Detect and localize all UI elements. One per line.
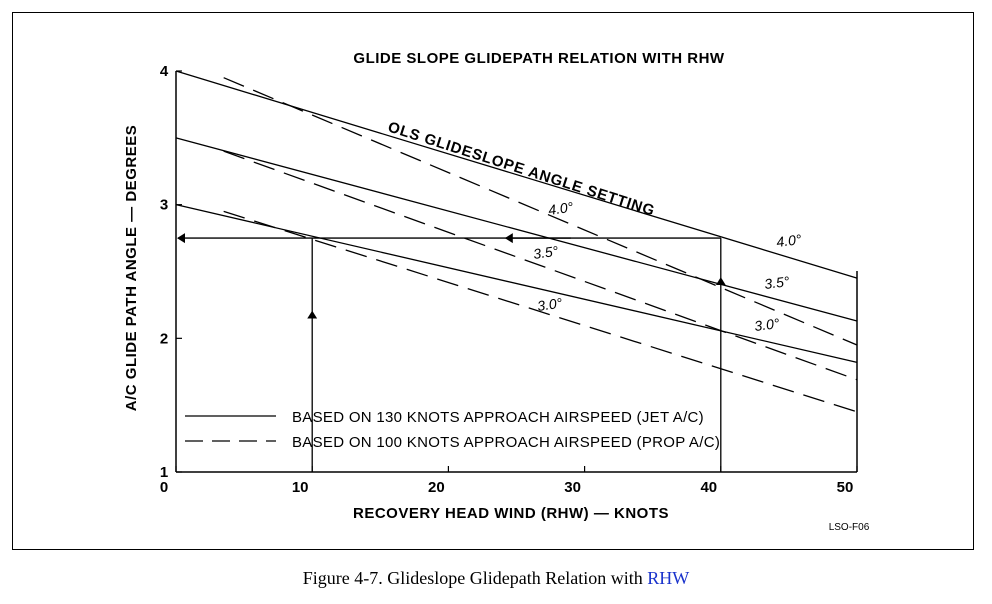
- axes: 0 10 20 30 40 50 1 2 3 4: [160, 63, 858, 496]
- series-line-solid-1: [175, 137, 858, 322]
- jet-series-label: 3.0°: [753, 315, 780, 334]
- y-tick-label: 2: [160, 330, 168, 347]
- series-line-solid-2: [175, 204, 858, 364]
- chart-title: GLIDE SLOPE GLIDEPATH RELATION WITH RHW: [353, 50, 724, 67]
- prop-series-label: 3.5°: [532, 243, 559, 262]
- prop-series-label: 4.0°: [547, 199, 574, 218]
- y-tick-label: 4: [160, 63, 169, 80]
- legend-dashed-label: BASED ON 100 KNOTS APPROACH AIRSPEED (PR…: [292, 434, 720, 451]
- series-line-dashed-3: [223, 77, 858, 346]
- series-layer: [175, 70, 858, 413]
- series-line-dashed-5: [223, 210, 858, 413]
- x-axis-label: RECOVERY HEAD WIND (RHW) — KNOTS: [353, 505, 669, 522]
- caption-text: Figure 4-7. Glideslope Glidepath Relatio…: [302, 568, 648, 588]
- x-tick-label: 30: [564, 479, 581, 496]
- y-tick-label: 1: [160, 464, 168, 481]
- series-line-dashed-4: [223, 150, 858, 381]
- y-tick-label: 3: [160, 197, 168, 214]
- x-tick-label: 10: [292, 479, 309, 496]
- x-tick-label: 40: [700, 479, 717, 496]
- legend-solid-label: BASED ON 130 KNOTS APPROACH AIRSPEED (JE…: [292, 409, 704, 426]
- figure-frame: [12, 12, 974, 550]
- legend: BASED ON 130 KNOTS APPROACH AIRSPEED (JE…: [185, 409, 720, 451]
- x-tick-label: 50: [837, 479, 854, 496]
- x-tick-label: 20: [428, 479, 445, 496]
- example-construction: [177, 233, 726, 472]
- glidepath-chart: GLIDE SLOPE GLIDEPATH RELATION WITH RHW …: [123, 50, 870, 533]
- y-axis-label: A/C GLIDE PATH ANGLE — DEGREES: [123, 125, 140, 411]
- jet-series-label: 4.0°: [775, 231, 802, 250]
- jet-series-label: 3.5°: [763, 273, 790, 292]
- figure-id: LSO-F06: [829, 522, 870, 533]
- prop-series-label: 3.0°: [536, 295, 563, 314]
- x-tick-label: 0: [160, 479, 168, 496]
- rhw-link[interactable]: RHW: [647, 568, 690, 588]
- series-labels: 4.0° 3.5° 3.0° 4.0° 3.5° 3.0°: [532, 199, 802, 334]
- figure-caption: Figure 4-7. Glideslope Glidepath Relatio…: [0, 568, 992, 589]
